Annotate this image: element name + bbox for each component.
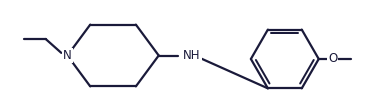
- Text: O: O: [328, 53, 337, 65]
- Text: NH: NH: [183, 49, 200, 62]
- Text: N: N: [63, 49, 72, 62]
